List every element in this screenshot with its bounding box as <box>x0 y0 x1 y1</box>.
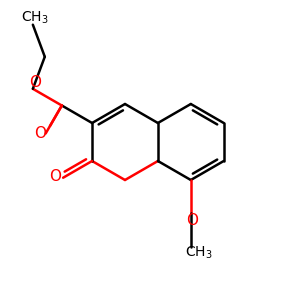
Text: O: O <box>186 213 198 228</box>
Text: O: O <box>49 169 61 184</box>
Text: CH$_3$: CH$_3$ <box>21 10 49 26</box>
Text: CH$_3$: CH$_3$ <box>185 245 213 261</box>
Text: O: O <box>29 75 41 90</box>
Text: O: O <box>34 126 46 141</box>
